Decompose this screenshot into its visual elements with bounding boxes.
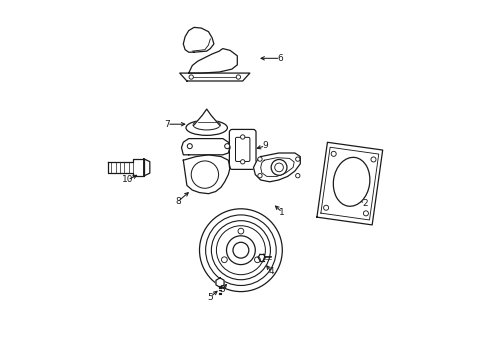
- Circle shape: [254, 257, 260, 263]
- Circle shape: [238, 228, 244, 234]
- Text: 1: 1: [279, 208, 285, 217]
- Polygon shape: [216, 278, 224, 287]
- Circle shape: [199, 209, 282, 292]
- Text: 4: 4: [268, 267, 274, 276]
- Text: 3: 3: [219, 285, 224, 294]
- Polygon shape: [107, 159, 143, 176]
- Circle shape: [216, 226, 265, 275]
- Circle shape: [295, 174, 299, 178]
- FancyBboxPatch shape: [229, 130, 256, 170]
- Polygon shape: [193, 109, 220, 126]
- Circle shape: [205, 215, 276, 285]
- Circle shape: [257, 157, 262, 161]
- Polygon shape: [316, 142, 382, 225]
- Circle shape: [211, 221, 270, 280]
- Polygon shape: [260, 158, 294, 176]
- Circle shape: [323, 205, 328, 210]
- Ellipse shape: [185, 120, 227, 135]
- Text: 7: 7: [164, 120, 170, 129]
- Text: 5: 5: [207, 292, 213, 302]
- Circle shape: [191, 161, 218, 188]
- Circle shape: [240, 159, 244, 164]
- Polygon shape: [181, 139, 230, 155]
- Polygon shape: [320, 147, 378, 220]
- Circle shape: [224, 144, 229, 149]
- Circle shape: [370, 157, 375, 162]
- Circle shape: [232, 242, 248, 258]
- Circle shape: [270, 159, 286, 175]
- Polygon shape: [143, 159, 149, 176]
- Polygon shape: [183, 27, 213, 52]
- Circle shape: [363, 211, 367, 216]
- Text: 9: 9: [262, 141, 268, 150]
- Text: 2: 2: [362, 199, 367, 208]
- Text: 8: 8: [175, 197, 181, 206]
- FancyBboxPatch shape: [235, 137, 249, 161]
- Circle shape: [295, 157, 299, 161]
- Polygon shape: [188, 49, 237, 73]
- Circle shape: [236, 75, 240, 79]
- Circle shape: [189, 75, 193, 79]
- Circle shape: [274, 163, 283, 172]
- Polygon shape: [253, 153, 300, 182]
- Circle shape: [330, 151, 336, 156]
- Text: 6: 6: [277, 54, 283, 63]
- Circle shape: [257, 174, 262, 178]
- Ellipse shape: [333, 157, 369, 206]
- Polygon shape: [183, 155, 230, 194]
- Text: 10: 10: [122, 175, 133, 184]
- Circle shape: [226, 236, 255, 265]
- Circle shape: [221, 257, 227, 263]
- Polygon shape: [179, 73, 249, 81]
- Circle shape: [187, 144, 192, 149]
- Circle shape: [240, 135, 244, 139]
- Ellipse shape: [193, 120, 220, 130]
